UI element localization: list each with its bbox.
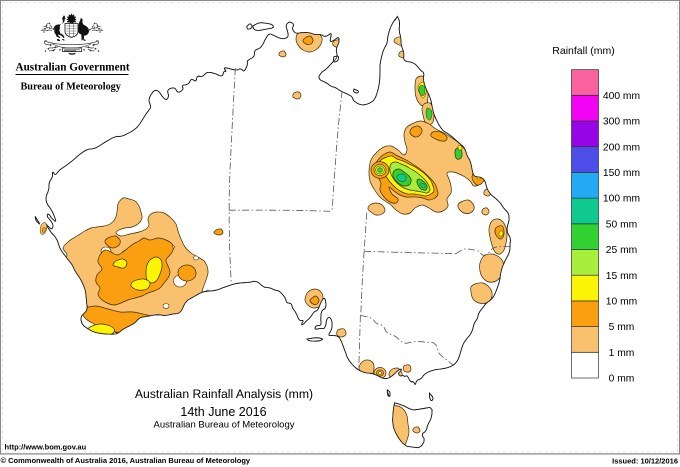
svg-text:15 mm: 15 mm — [606, 271, 637, 282]
svg-text:Issued: 10/12/2016: Issued: 10/12/2016 — [612, 457, 678, 466]
svg-text:Australian Bureau of Meteorolo: Australian Bureau of Meteorology — [154, 420, 295, 431]
svg-text:Australian Government: Australian Government — [16, 62, 130, 74]
svg-text:5 mm: 5 mm — [609, 322, 635, 333]
svg-text:0 mm: 0 mm — [609, 374, 635, 385]
svg-text:300 mm: 300 mm — [603, 117, 640, 128]
svg-text:10 mm: 10 mm — [606, 297, 637, 308]
svg-text:200 mm: 200 mm — [603, 142, 640, 153]
svg-text:Bureau of Meteorology: Bureau of Meteorology — [21, 82, 121, 93]
svg-text:150 mm: 150 mm — [603, 168, 640, 179]
svg-text:Rainfall (mm): Rainfall (mm) — [552, 45, 614, 57]
svg-text:1 mm: 1 mm — [609, 348, 635, 359]
svg-text:14th June 2016: 14th June 2016 — [180, 405, 266, 419]
svg-text:http://www.bom.gov.au: http://www.bom.gov.au — [5, 443, 87, 452]
svg-text:400 mm: 400 mm — [603, 91, 640, 102]
svg-text:50 mm: 50 mm — [606, 219, 637, 230]
svg-text:© Commonwealth of Australia 20: © Commonwealth of Australia 2016, Austra… — [1, 456, 251, 465]
svg-text:Australian Rainfall Analysis (: Australian Rainfall Analysis (mm) — [135, 387, 313, 401]
svg-text:25 mm: 25 mm — [606, 245, 637, 256]
svg-text:100 mm: 100 mm — [603, 194, 640, 205]
